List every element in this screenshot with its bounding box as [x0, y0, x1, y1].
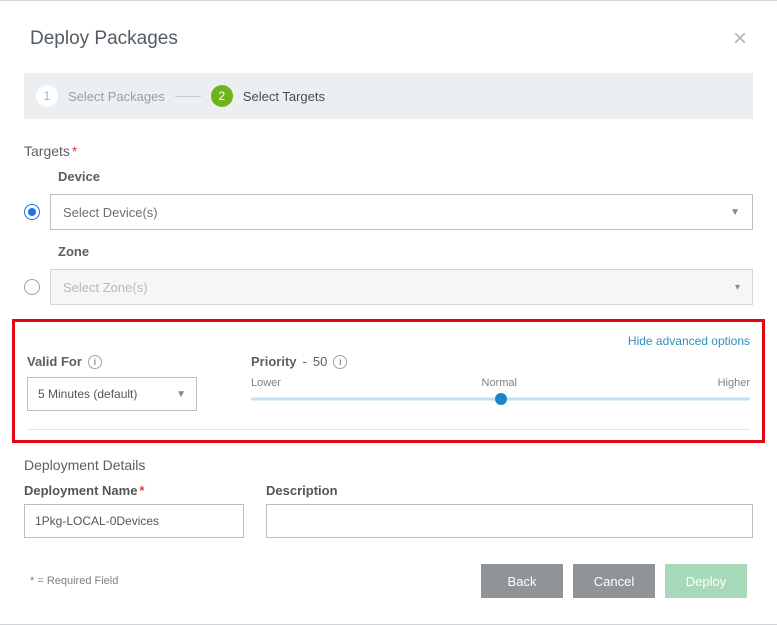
step-2-number[interactable]: 2 [211, 85, 233, 107]
priority-slider[interactable] [251, 391, 750, 407]
device-field-block: Device [58, 169, 753, 184]
required-asterisk: * [72, 143, 77, 159]
targets-section-title: Targets* [24, 143, 753, 159]
zone-radio[interactable] [24, 279, 40, 295]
deployment-section-title: Deployment Details [24, 457, 753, 473]
description-label: Description [266, 483, 753, 498]
divider [27, 429, 750, 430]
deployment-section: Deployment Details Deployment Name* Desc… [24, 457, 753, 538]
zone-radio-row: Select Zone(s) ▾ [24, 269, 753, 305]
zone-select-placeholder: Select Zone(s) [63, 280, 148, 295]
slider-thumb[interactable] [495, 393, 507, 405]
deployment-name-column: Deployment Name* [24, 483, 244, 538]
dialog-header: Deploy Packages × [24, 1, 753, 73]
zone-select[interactable]: Select Zone(s) ▾ [50, 269, 753, 305]
zone-label: Zone [58, 244, 753, 259]
slider-higher-label: Higher [718, 377, 750, 389]
device-select[interactable]: Select Device(s) ▼ [50, 194, 753, 230]
step-connector [175, 96, 201, 97]
advanced-two-col: Valid For i 5 Minutes (default) ▼ Priori… [27, 354, 750, 411]
close-icon[interactable]: × [733, 25, 747, 53]
slider-lower-label: Lower [251, 377, 281, 389]
deployment-name-label: Deployment Name* [24, 483, 244, 498]
required-note: * = Required Field [30, 575, 118, 587]
priority-column: Priority - 50 i Lower Normal Higher [251, 354, 750, 411]
valid-for-label-row: Valid For i [27, 354, 227, 369]
slider-normal-label: Normal [482, 377, 517, 389]
deployment-name-label-text: Deployment Name [24, 483, 137, 498]
advanced-link-row: Hide advanced options [27, 334, 750, 348]
button-row: Back Cancel Deploy [481, 564, 747, 598]
valid-for-column: Valid For i 5 Minutes (default) ▼ [27, 354, 227, 411]
advanced-options-highlight: Hide advanced options Valid For i 5 Minu… [12, 319, 765, 443]
chevron-down-icon: ▼ [730, 207, 740, 218]
valid-for-select[interactable]: 5 Minutes (default) ▼ [27, 377, 197, 411]
step-1-number[interactable]: 1 [36, 85, 58, 107]
slider-labels: Lower Normal Higher [251, 377, 750, 389]
chevron-down-icon: ▼ [176, 389, 186, 400]
priority-label: Priority [251, 354, 297, 369]
zone-field-block: Zone [58, 244, 753, 259]
info-icon[interactable]: i [88, 355, 102, 369]
priority-label-row: Priority - 50 i [251, 354, 750, 369]
hide-advanced-link[interactable]: Hide advanced options [628, 334, 750, 348]
dialog-footer: * = Required Field Back Cancel Deploy [24, 564, 753, 598]
step-2-label[interactable]: Select Targets [243, 89, 325, 104]
priority-value: 50 [313, 354, 327, 369]
deployment-grid: Deployment Name* Description [24, 483, 753, 538]
description-column: Description [266, 483, 753, 538]
cancel-button[interactable]: Cancel [573, 564, 655, 598]
device-radio-row: Select Device(s) ▼ [24, 194, 753, 230]
targets-title-text: Targets [24, 143, 70, 159]
dialog-title: Deploy Packages [30, 28, 178, 50]
priority-separator: - [303, 354, 307, 369]
deploy-button[interactable]: Deploy [665, 564, 747, 598]
deployment-name-input[interactable] [24, 504, 244, 538]
step-1-label[interactable]: Select Packages [68, 89, 165, 104]
device-select-placeholder: Select Device(s) [63, 205, 158, 220]
device-label: Device [58, 169, 753, 184]
chevron-down-icon: ▾ [735, 282, 740, 293]
stepper: 1 Select Packages 2 Select Targets [24, 73, 753, 119]
info-icon[interactable]: i [333, 355, 347, 369]
back-button[interactable]: Back [481, 564, 563, 598]
required-asterisk: * [139, 483, 144, 498]
description-input[interactable] [266, 504, 753, 538]
valid-for-value: 5 Minutes (default) [38, 387, 137, 401]
device-radio[interactable] [24, 204, 40, 220]
deploy-packages-dialog: Deploy Packages × 1 Select Packages 2 Se… [0, 0, 777, 625]
valid-for-label: Valid For [27, 354, 82, 369]
